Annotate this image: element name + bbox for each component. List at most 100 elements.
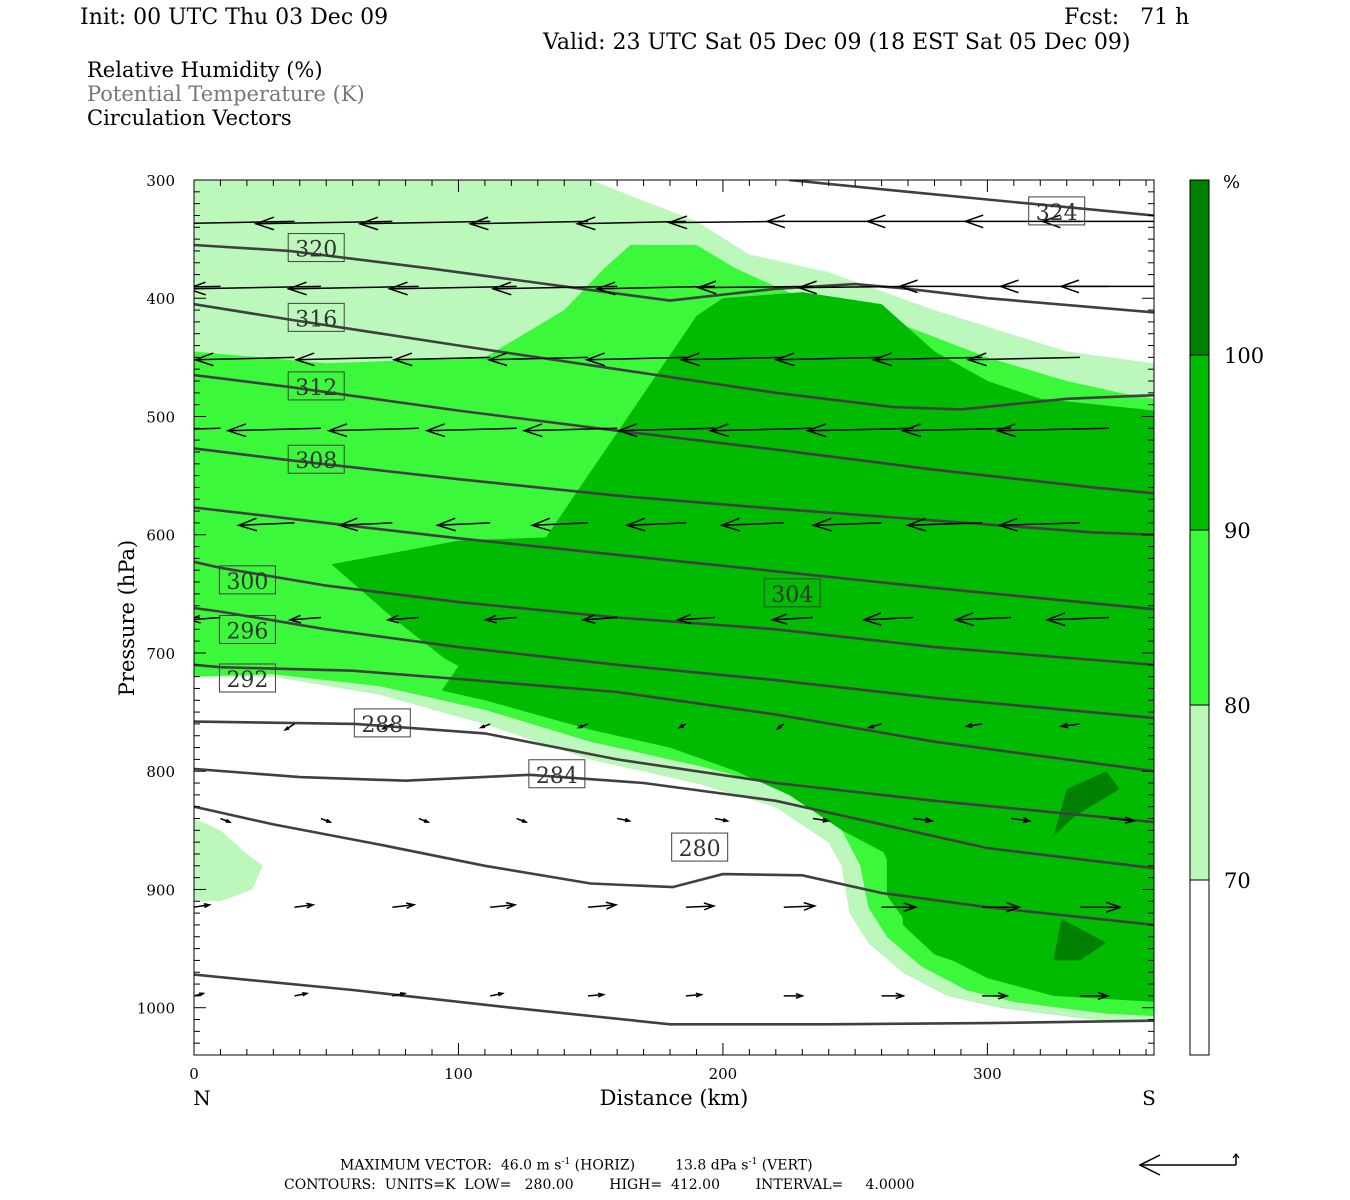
vector-shaft	[389, 285, 517, 290]
circulation-vector	[225, 423, 321, 438]
vector-head	[1058, 279, 1080, 294]
circulation-vector	[812, 817, 831, 823]
vector-head	[194, 281, 206, 296]
vector-head	[861, 612, 882, 626]
theta-label-308: 308	[287, 444, 345, 474]
circulation-vector	[783, 901, 818, 911]
vector-head	[286, 281, 307, 296]
circulation-vector	[796, 280, 914, 295]
vector-head	[666, 215, 688, 230]
theta-label-box-292	[218, 663, 276, 693]
vector-head	[795, 992, 805, 999]
vector-shaft	[776, 356, 882, 361]
vector-shaft	[392, 904, 415, 908]
legend-rh: Relative Humidity (%)	[87, 58, 323, 82]
circulation-vector	[194, 221, 195, 223]
vector-head	[283, 726, 290, 732]
vector-head	[775, 724, 782, 731]
vector-head	[703, 902, 717, 911]
vector-head	[225, 423, 247, 438]
ref-vector-head	[1138, 1154, 1161, 1176]
circulation-vector	[982, 901, 1022, 913]
vector-shaft	[194, 221, 195, 223]
colorbar: 100 90 80 70%	[1189, 172, 1264, 1056]
circulation-vector	[714, 817, 730, 823]
theta-label-324: 324	[1028, 196, 1086, 226]
vector-shaft	[194, 522, 195, 524]
vector-head	[357, 216, 379, 231]
vector-head	[708, 423, 729, 438]
vector-head	[964, 722, 973, 729]
vector-shaft	[394, 356, 491, 361]
circulation-vector	[966, 352, 1080, 367]
vector-shaft	[490, 904, 516, 908]
vector-head	[381, 725, 388, 730]
circulation-vector	[486, 352, 589, 367]
vector-head	[905, 517, 927, 532]
vector-shaft	[698, 285, 813, 289]
circulation-vector	[220, 817, 232, 823]
theta-label-text-284: 284	[536, 764, 578, 789]
vector-shaft	[681, 356, 784, 361]
theta-label-320: 320	[287, 233, 345, 263]
y-tick-label: 500	[146, 408, 175, 426]
vector-head	[966, 352, 987, 367]
vector-head	[677, 723, 685, 729]
circulation-vector	[194, 614, 221, 624]
theta-contour-288	[194, 720, 1154, 824]
circulation-vector	[194, 902, 212, 909]
theta-label-text-320: 320	[295, 238, 337, 263]
theta-label-box-296	[218, 615, 276, 645]
vector-shaft	[597, 285, 716, 290]
vector-head	[903, 902, 918, 913]
vector-head	[867, 724, 875, 729]
circulation-vector	[584, 352, 686, 367]
vector-head	[337, 517, 359, 532]
vector-head	[203, 902, 212, 909]
south-label: S	[1142, 1086, 1156, 1110]
legend-vectors: Circulation Vectors	[87, 106, 292, 130]
circulation-vector	[326, 423, 419, 438]
y-tick-label: 300	[146, 172, 175, 190]
circulation-vector	[236, 517, 295, 532]
vector-shaft	[296, 356, 393, 361]
vector-shaft	[863, 616, 914, 621]
vector-shaft	[485, 616, 517, 621]
vector-head	[1022, 817, 1033, 824]
vector-shaft	[387, 616, 419, 621]
circulation-vector	[253, 216, 393, 231]
vector-head	[490, 281, 512, 296]
vector-shaft	[437, 522, 491, 527]
vector-shaft	[907, 522, 983, 527]
vector-head	[900, 423, 922, 438]
vector-head	[773, 352, 795, 367]
circulation-vector	[387, 281, 517, 296]
rh-cell-100-1	[1053, 919, 1107, 961]
vector-head	[722, 817, 730, 823]
y-tick-label: 1000	[137, 1000, 175, 1018]
vector-head	[225, 818, 232, 823]
vector-head	[505, 901, 518, 910]
vector-shaft	[227, 427, 321, 432]
vector-head	[424, 423, 446, 438]
theta-label-text-324: 324	[1036, 201, 1078, 226]
theta-label-304: 304	[763, 578, 821, 608]
vector-head	[1124, 816, 1137, 824]
circulation-vector	[861, 612, 914, 626]
colorbar-label-90: 90	[1224, 519, 1251, 543]
vector-head	[287, 614, 302, 624]
circulation-vector	[185, 723, 195, 731]
vector-head	[423, 818, 431, 823]
circulation-vector	[708, 423, 813, 438]
circulation-vector	[773, 352, 882, 367]
circulation-vector	[575, 216, 686, 231]
vector-shaft	[493, 285, 618, 290]
vector-head	[185, 727, 189, 731]
theta-label-box-284	[528, 759, 586, 789]
vector-shaft	[1011, 817, 1030, 822]
vector-head	[521, 423, 543, 438]
vector-shaft	[721, 522, 784, 527]
vector-head	[161, 217, 179, 230]
vector-head	[302, 992, 310, 997]
circulation-vector	[424, 423, 517, 438]
